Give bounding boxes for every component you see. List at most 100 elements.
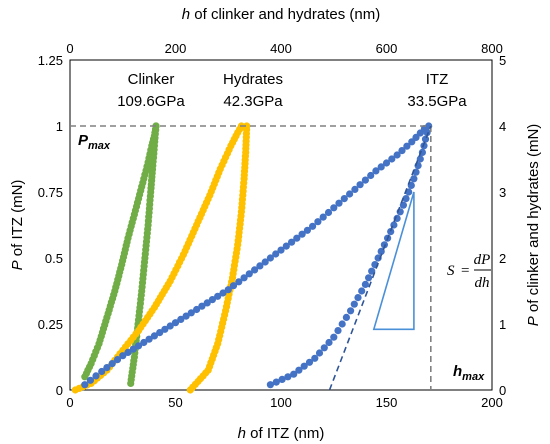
itz-loading-point (208, 296, 216, 304)
itz-loading-point (229, 282, 238, 290)
hydrates-label: Hydrates (223, 71, 283, 88)
left-axis-title: P of ITZ (mN) (9, 180, 26, 271)
itz-loading-point (214, 292, 222, 300)
itz-unloading-point (272, 378, 280, 386)
unloading-tangent-line (328, 125, 432, 391)
itz-loading-point (403, 142, 411, 150)
itz-loading-point (272, 250, 280, 258)
itz-loading-point (261, 258, 269, 266)
itz-unloading-point (278, 375, 286, 383)
itz-loading-point (361, 176, 369, 184)
itz-label: ITZ (426, 71, 449, 88)
itz-loading-point (166, 322, 174, 330)
itz-loading-point (193, 305, 201, 314)
itz-loading-point (335, 199, 343, 207)
svg-text:dh: dh (475, 275, 490, 291)
plot-area (69, 59, 493, 391)
itz-loading-point (372, 167, 380, 175)
itz-unloading-point (416, 155, 424, 163)
itz-loading-point (266, 254, 274, 262)
left-tick-label: 1 (56, 119, 63, 134)
itz-loading-point (86, 376, 94, 384)
itz-unloading-point (421, 135, 430, 143)
bottom-tick-label: 50 (168, 395, 182, 410)
itz-loading-point (245, 270, 253, 278)
itz-unloading-point (325, 338, 333, 347)
svg-text:dP: dP (474, 252, 491, 268)
itz-unloading-point (410, 175, 418, 183)
itz-loading-point (171, 319, 180, 327)
itz-unloading-point (423, 129, 431, 137)
itz-unloading-point (315, 349, 324, 357)
itz-loading-point (161, 325, 169, 333)
bottom-axis-ticks: 0 50 100 150 200 (66, 395, 502, 410)
right-tick-label: 4 (499, 119, 506, 134)
itz-unloading-point (358, 287, 366, 295)
itz-loading-point (145, 335, 153, 343)
itz-loading-point (298, 230, 306, 238)
itz-loading-point (124, 348, 132, 356)
clinker-label: Clinker (128, 71, 175, 88)
itz-loading-point (129, 345, 137, 353)
right-axis-title: P of clinker and hydrates (mN) (525, 124, 542, 327)
itz-unloading-point (342, 313, 350, 321)
itz-loading-point (177, 315, 185, 323)
top-tick-label: 0 (66, 41, 73, 56)
itz-unloading-point (311, 354, 319, 362)
top-tick-label: 800 (481, 41, 503, 56)
top-tick-label: 200 (165, 41, 187, 56)
itz-loading-point (377, 163, 385, 171)
itz-unloading-point (387, 228, 395, 236)
itz-unloading-point (320, 344, 328, 352)
itz-loading-point (182, 312, 190, 320)
itz-unloading-point (284, 373, 292, 381)
itz-unloading-point (347, 307, 355, 315)
bottom-tick-label: 100 (270, 395, 292, 410)
hmax-label: hmax (453, 363, 485, 383)
itz-unloading-point (305, 358, 314, 366)
top-axis-title: h of clinker and hydrates (nm) (182, 6, 380, 23)
itz-loading-point (150, 332, 158, 340)
itz-unloading-point (300, 362, 308, 370)
top-tick-label: 600 (376, 41, 398, 56)
itz-loading-point (203, 299, 211, 307)
itz-loading-point (135, 342, 143, 350)
left-tick-label: 1.25 (38, 53, 63, 68)
itz-loading-point (393, 151, 401, 159)
itz-loading-point (187, 309, 195, 317)
clinker-modulus: 109.6GPa (117, 93, 185, 110)
itz-loading-point (140, 338, 148, 347)
itz-loading-point (356, 181, 364, 189)
itz-loading-point (382, 159, 391, 167)
bottom-tick-label: 150 (376, 395, 398, 410)
itz-unloading-point (338, 320, 346, 328)
itz-loading-point (324, 208, 333, 217)
data-marks (71, 122, 433, 394)
top-tick-label: 400 (270, 41, 292, 56)
itz-loading-point (303, 226, 311, 234)
left-tick-label: 0 (56, 383, 63, 398)
itz-loading-point (412, 133, 420, 141)
right-tick-label: 2 (499, 251, 506, 266)
itz-unloading-point (350, 300, 358, 308)
left-tick-label: 0.75 (38, 185, 63, 200)
hydrates-unloading-point (186, 386, 194, 394)
itz-unloading-point (330, 333, 338, 341)
itz-loading-point (340, 195, 348, 203)
itz-unloading-point (290, 370, 298, 378)
itz-loading-point (224, 286, 232, 294)
itz-loading-point (108, 360, 116, 368)
itz-unloading-point (295, 366, 303, 374)
itz-loading-point (282, 242, 290, 250)
left-axis-ticks: 0 0.25 0.5 0.75 1 1.25 (38, 53, 63, 398)
itz-loading-point (156, 329, 164, 337)
itz-loading-point (103, 364, 111, 372)
right-tick-label: 5 (499, 53, 506, 68)
itz-loading-point (314, 218, 322, 226)
itz-unloading-point (361, 280, 369, 288)
itz-loading-point (319, 213, 327, 221)
itz-loading-point (398, 147, 406, 155)
itz-loading-point (119, 352, 127, 360)
slope-formula: S = dP dh (447, 252, 491, 291)
itz-series (81, 122, 433, 389)
